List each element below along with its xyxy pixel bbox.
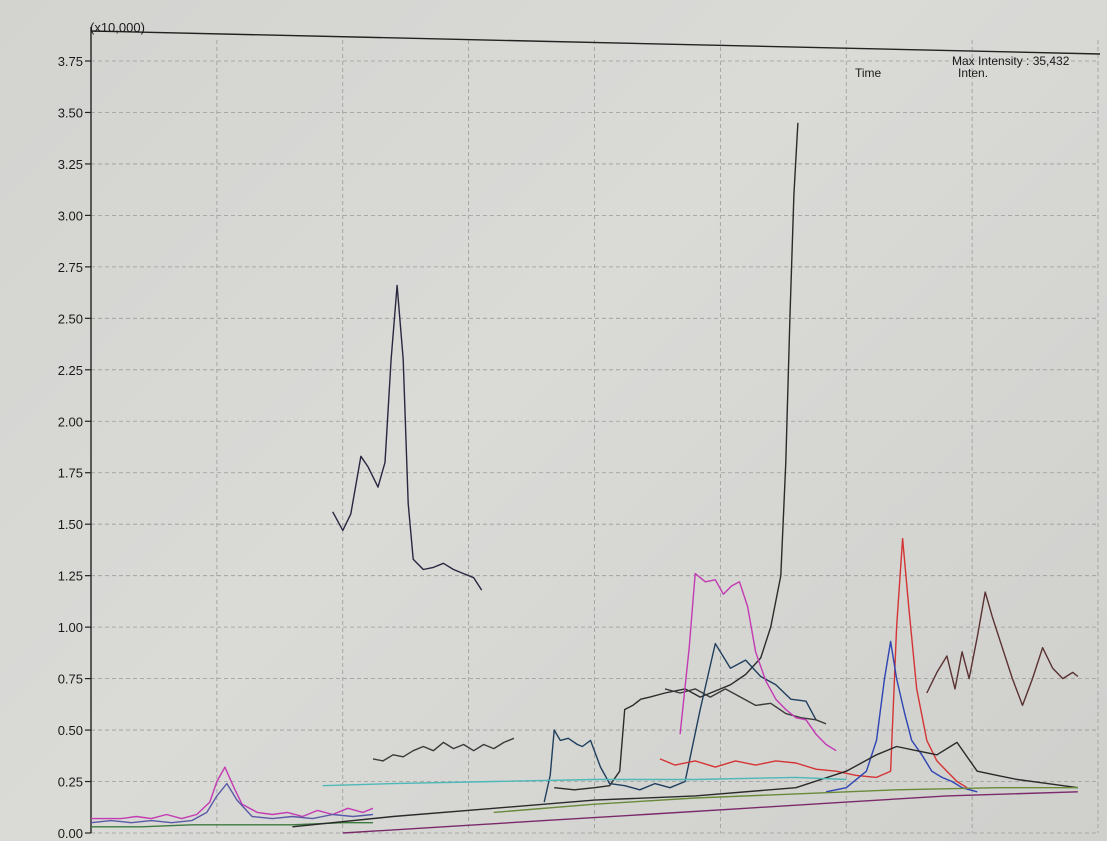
time-column-header: Time (855, 66, 882, 80)
series-line-2 (372, 737, 515, 762)
y-tick-label: 3.25 (58, 157, 83, 172)
series-line-9 (679, 572, 837, 752)
y-tick-label: 2.00 (58, 414, 83, 429)
y-tick-label: 2.50 (58, 311, 83, 326)
series-line-16 (342, 791, 1078, 834)
y-tick-label: 0.25 (58, 775, 83, 790)
series-line-5 (664, 688, 827, 725)
y-tick-label: 2.75 (58, 260, 83, 275)
series-line-7 (90, 782, 374, 824)
y-tick-label: 1.25 (58, 569, 83, 584)
y-tick-label: 3.50 (58, 105, 83, 120)
y-tick-label: 1.00 (58, 620, 83, 635)
series-line-14 (322, 776, 847, 787)
series-line-12 (926, 591, 1079, 707)
max-intensity-label: Max Intensity : 35,432 (952, 54, 1070, 68)
series-line-3 (554, 122, 799, 791)
series-line-8 (91, 822, 373, 828)
y-tick-label: 3.00 (58, 208, 83, 223)
inten-column-header: Inten. (958, 66, 988, 80)
series-line-4 (543, 642, 817, 803)
traces (90, 122, 1079, 834)
y-tick-label: 2.25 (58, 363, 83, 378)
y-tick-label: 0.00 (58, 826, 83, 841)
grid (90, 40, 1099, 834)
y-tick-label: 1.75 (58, 466, 83, 481)
y-tick-label: 3.75 (58, 54, 83, 69)
y-tick-label: 0.50 (58, 723, 83, 738)
y-tick-label: 1.50 (58, 517, 83, 532)
y-tick-label: 0.75 (58, 672, 83, 687)
top-border (90, 30, 1101, 55)
series-line-1 (332, 284, 483, 591)
series-line-6 (91, 766, 374, 820)
series-line-13 (292, 741, 1078, 828)
series-line-10 (659, 537, 968, 789)
y-ticks: 0.00 0.25 0.50 0.75 1.00 1.25 1.50 1.75 2.00 2.25… (58, 54, 91, 841)
series-line-11 (825, 640, 978, 793)
series-line-15 (493, 787, 1078, 814)
y-scale-label: (x10,000) (90, 20, 145, 35)
